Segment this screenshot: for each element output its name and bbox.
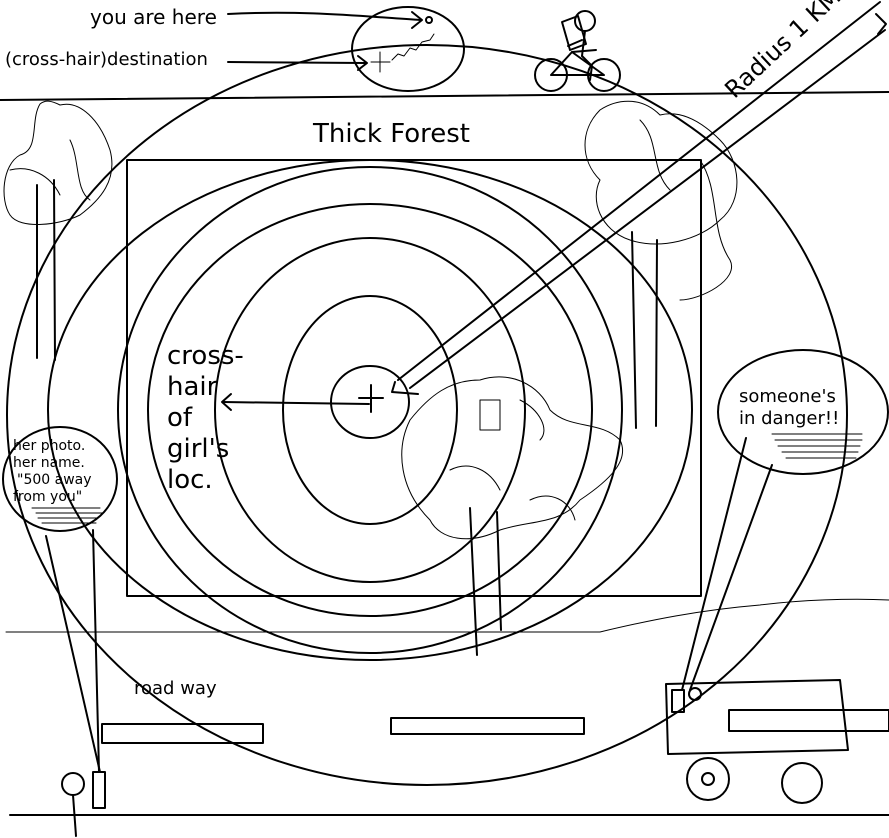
photo-bubble-line-4: from you": [13, 489, 83, 505]
danger-bubble-line-2: in danger!!: [739, 408, 840, 429]
girl-crosshair-icon: [358, 384, 384, 413]
danger-bubble-line-1: someone's: [739, 386, 836, 407]
girl-location-label: cross- hair of girl's loc.: [167, 341, 244, 496]
photo-bubble-line-1: her photo.: [13, 438, 86, 454]
danger-alert-bubble: [717, 349, 889, 475]
search-ring-2: [282, 295, 458, 525]
radius-arrow: [391, 1, 887, 395]
road-marking-3: [728, 709, 889, 732]
radius-outer-ring: [6, 44, 848, 786]
danger-bubble-text: someone's in danger!!: [739, 386, 839, 430]
girl-label-line-2: hair: [167, 372, 218, 402]
search-ring-3: [214, 237, 526, 583]
vehicle-icon: [665, 437, 849, 804]
search-ring-6: [117, 166, 623, 654]
top-road-line: [0, 91, 889, 101]
girl-label-line-1: cross-: [167, 341, 244, 371]
search-ring-1: [330, 365, 410, 439]
road-marking-1: [101, 723, 264, 744]
cyclist-icon: [534, 10, 621, 92]
lower-road-line: [5, 598, 889, 633]
photo-bubble-line-3: "500 away: [17, 472, 92, 488]
girl-label-arrow: [221, 393, 370, 411]
thick-forest-label: Thick Forest: [313, 119, 470, 149]
bubble-lines-right: [771, 433, 863, 459]
road-way-label: road way: [134, 678, 217, 699]
you-are-here-arrow: [227, 11, 433, 29]
forest-boundary: [126, 159, 702, 597]
photo-bubble-text: her photo. her name. "500 away from you": [13, 438, 92, 506]
destination-label: (cross-hair)destination: [5, 49, 208, 70]
tree-left-icon: [3, 100, 113, 361]
search-ring-5: [47, 159, 693, 661]
destination-crosshair-icon: [370, 33, 435, 73]
destination-arrow: [227, 55, 368, 71]
photo-bubble-line-2: her name.: [13, 455, 85, 471]
tree-center-icon: [401, 376, 624, 656]
map-inset-bubble: [351, 6, 465, 92]
you-are-here-label: you are here: [90, 5, 217, 29]
bubble-lines-left: [31, 507, 103, 524]
phone-screen-bubble: [2, 426, 118, 532]
girl-label-line-3: of: [167, 403, 193, 433]
girl-label-line-5: loc.: [167, 465, 213, 495]
girl-label-line-4: girl's: [167, 434, 230, 464]
tree-right-icon: [584, 100, 738, 429]
person-with-phone-icon: [45, 529, 106, 837]
road-marking-2: [390, 717, 585, 735]
search-ring-4: [147, 203, 593, 617]
